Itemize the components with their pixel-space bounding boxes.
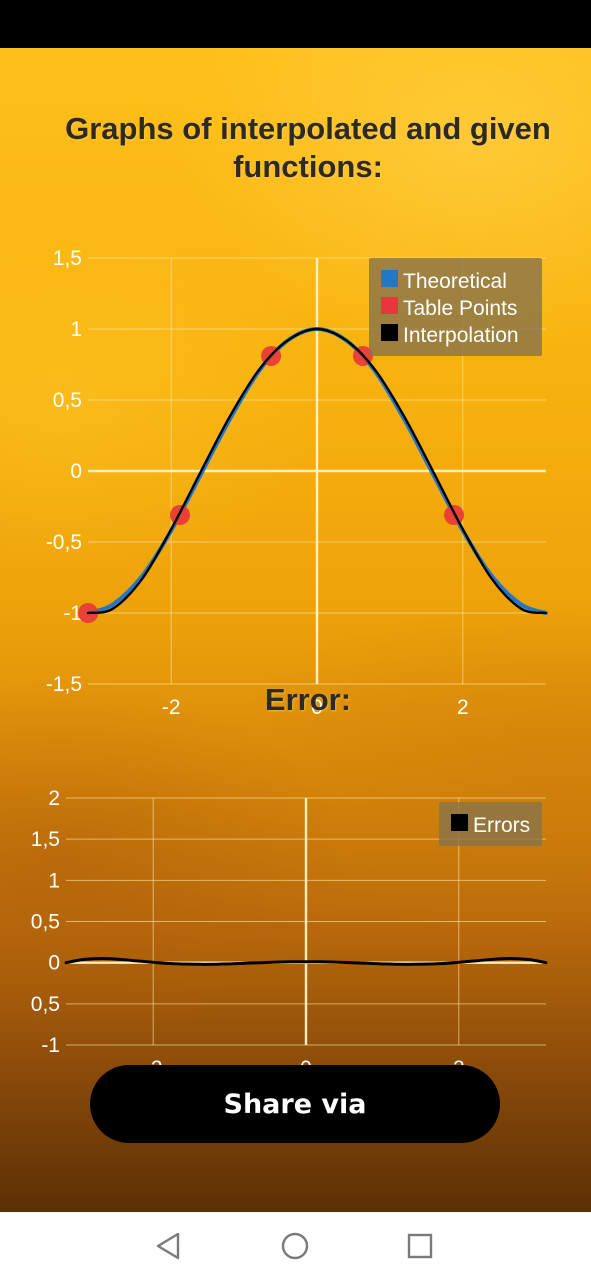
interpolation-line: [86, 327, 548, 615]
x-tick-label: 2: [457, 696, 469, 719]
page-title: Graphs of interpolated and given functio…: [65, 111, 551, 184]
y-tick-label: 1: [70, 318, 82, 341]
legend-swatch: [381, 324, 398, 341]
navigation-bar: [0, 1212, 591, 1280]
interpolation-chart: 1,5 1 0,5 0 -0,5 -1 -1,5 -2 0 2 Theoretical Table P…: [46, 247, 548, 719]
legend-swatch: [381, 270, 398, 287]
y-tick-label: 0,5: [31, 911, 60, 934]
y-tick-label: 1,5: [53, 247, 82, 270]
y-tick-label: -1: [41, 1034, 60, 1057]
error-title: Error:: [264, 682, 352, 717]
status-bar: [0, 0, 591, 48]
y-tick-label: -1: [63, 602, 82, 625]
back-triangle-icon[interactable]: [152, 1230, 184, 1262]
recent-square-icon[interactable]: [404, 1230, 436, 1262]
legend-label: Errors: [473, 814, 530, 837]
legend-swatch: [451, 814, 468, 831]
legend-label: Table Points: [403, 297, 517, 320]
legend-label: Interpolation: [403, 324, 519, 347]
legend-label: Theoretical: [403, 270, 507, 293]
y-tick-label: 0: [48, 952, 60, 975]
home-circle-icon[interactable]: [279, 1230, 311, 1262]
y-tick-label: 1,5: [31, 828, 60, 851]
legend-box: [369, 258, 542, 356]
legend-swatch: [381, 297, 398, 314]
y-tick-label: -1,5: [46, 673, 82, 696]
share-button[interactable]: Share via: [90, 1065, 500, 1143]
y-tick-label: 2: [48, 787, 60, 810]
x-tick-label: -2: [162, 696, 181, 719]
app-screen: Graphs of interpolated and given functio…: [0, 48, 591, 1212]
y-tick-label: 1: [48, 869, 60, 892]
y-tick-label: -0,5: [46, 531, 82, 554]
y-tick-label: 0,5: [31, 993, 60, 1016]
x-tick-label: 0: [311, 696, 323, 719]
y-tick-label: 0: [70, 460, 82, 483]
errors-line: [64, 957, 548, 966]
legend-box: [439, 802, 542, 846]
error-chart: 21,510,500,5-1-202Errors: [31, 787, 548, 1080]
y-tick-label: 0,5: [53, 389, 82, 412]
